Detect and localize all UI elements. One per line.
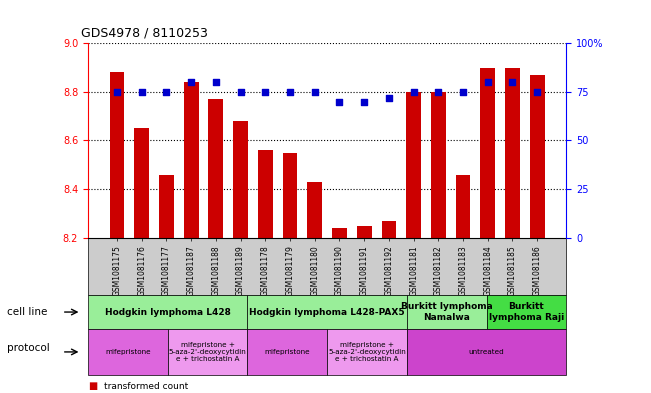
Point bbox=[161, 89, 172, 95]
Text: cell line: cell line bbox=[7, 307, 47, 317]
Bar bbox=[159, 174, 174, 238]
Point bbox=[137, 89, 147, 95]
Bar bbox=[307, 182, 322, 238]
Point bbox=[236, 89, 246, 95]
Text: Burkitt
lymphoma Raji: Burkitt lymphoma Raji bbox=[489, 302, 564, 322]
Text: mifepristone +
5-aza-2'-deoxycytidin
e + trichostatin A: mifepristone + 5-aza-2'-deoxycytidin e +… bbox=[169, 342, 246, 362]
Bar bbox=[283, 152, 298, 238]
Point bbox=[334, 98, 344, 105]
Point bbox=[482, 79, 493, 85]
Text: untreated: untreated bbox=[469, 349, 505, 355]
Point bbox=[310, 89, 320, 95]
Point bbox=[186, 79, 197, 85]
Point bbox=[408, 89, 419, 95]
Bar bbox=[134, 129, 149, 238]
Point bbox=[383, 95, 394, 101]
Text: Burkitt lymphoma
Namalwa: Burkitt lymphoma Namalwa bbox=[401, 302, 493, 322]
Point bbox=[260, 89, 271, 95]
Text: Hodgkin lymphoma L428-PAX5: Hodgkin lymphoma L428-PAX5 bbox=[249, 308, 405, 316]
Bar bbox=[332, 228, 347, 238]
Text: mifepristone +
5-aza-2'-deoxycytidin
e + trichostatin A: mifepristone + 5-aza-2'-deoxycytidin e +… bbox=[328, 342, 406, 362]
Bar bbox=[530, 75, 545, 238]
Bar bbox=[456, 174, 471, 238]
Point bbox=[458, 89, 468, 95]
Point bbox=[285, 89, 296, 95]
Text: ■: ■ bbox=[88, 381, 97, 391]
Text: protocol: protocol bbox=[7, 343, 49, 353]
Text: transformed count: transformed count bbox=[104, 382, 188, 391]
Bar bbox=[208, 99, 223, 238]
Point bbox=[507, 79, 518, 85]
Bar bbox=[184, 82, 199, 238]
Text: Hodgkin lymphoma L428: Hodgkin lymphoma L428 bbox=[105, 308, 230, 316]
Point bbox=[359, 98, 369, 105]
Point bbox=[532, 89, 542, 95]
Bar bbox=[258, 150, 273, 238]
Bar bbox=[431, 92, 446, 238]
Point bbox=[112, 89, 122, 95]
Bar bbox=[480, 68, 495, 238]
Bar bbox=[109, 72, 124, 238]
Bar bbox=[381, 221, 396, 238]
Point bbox=[211, 79, 221, 85]
Bar bbox=[505, 68, 520, 238]
Bar bbox=[406, 92, 421, 238]
Text: GDS4978 / 8110253: GDS4978 / 8110253 bbox=[81, 26, 208, 39]
Bar bbox=[357, 226, 372, 238]
Point bbox=[433, 89, 443, 95]
Text: mifepristone: mifepristone bbox=[264, 349, 310, 355]
Text: mifepristone: mifepristone bbox=[105, 349, 150, 355]
Bar bbox=[233, 121, 248, 238]
